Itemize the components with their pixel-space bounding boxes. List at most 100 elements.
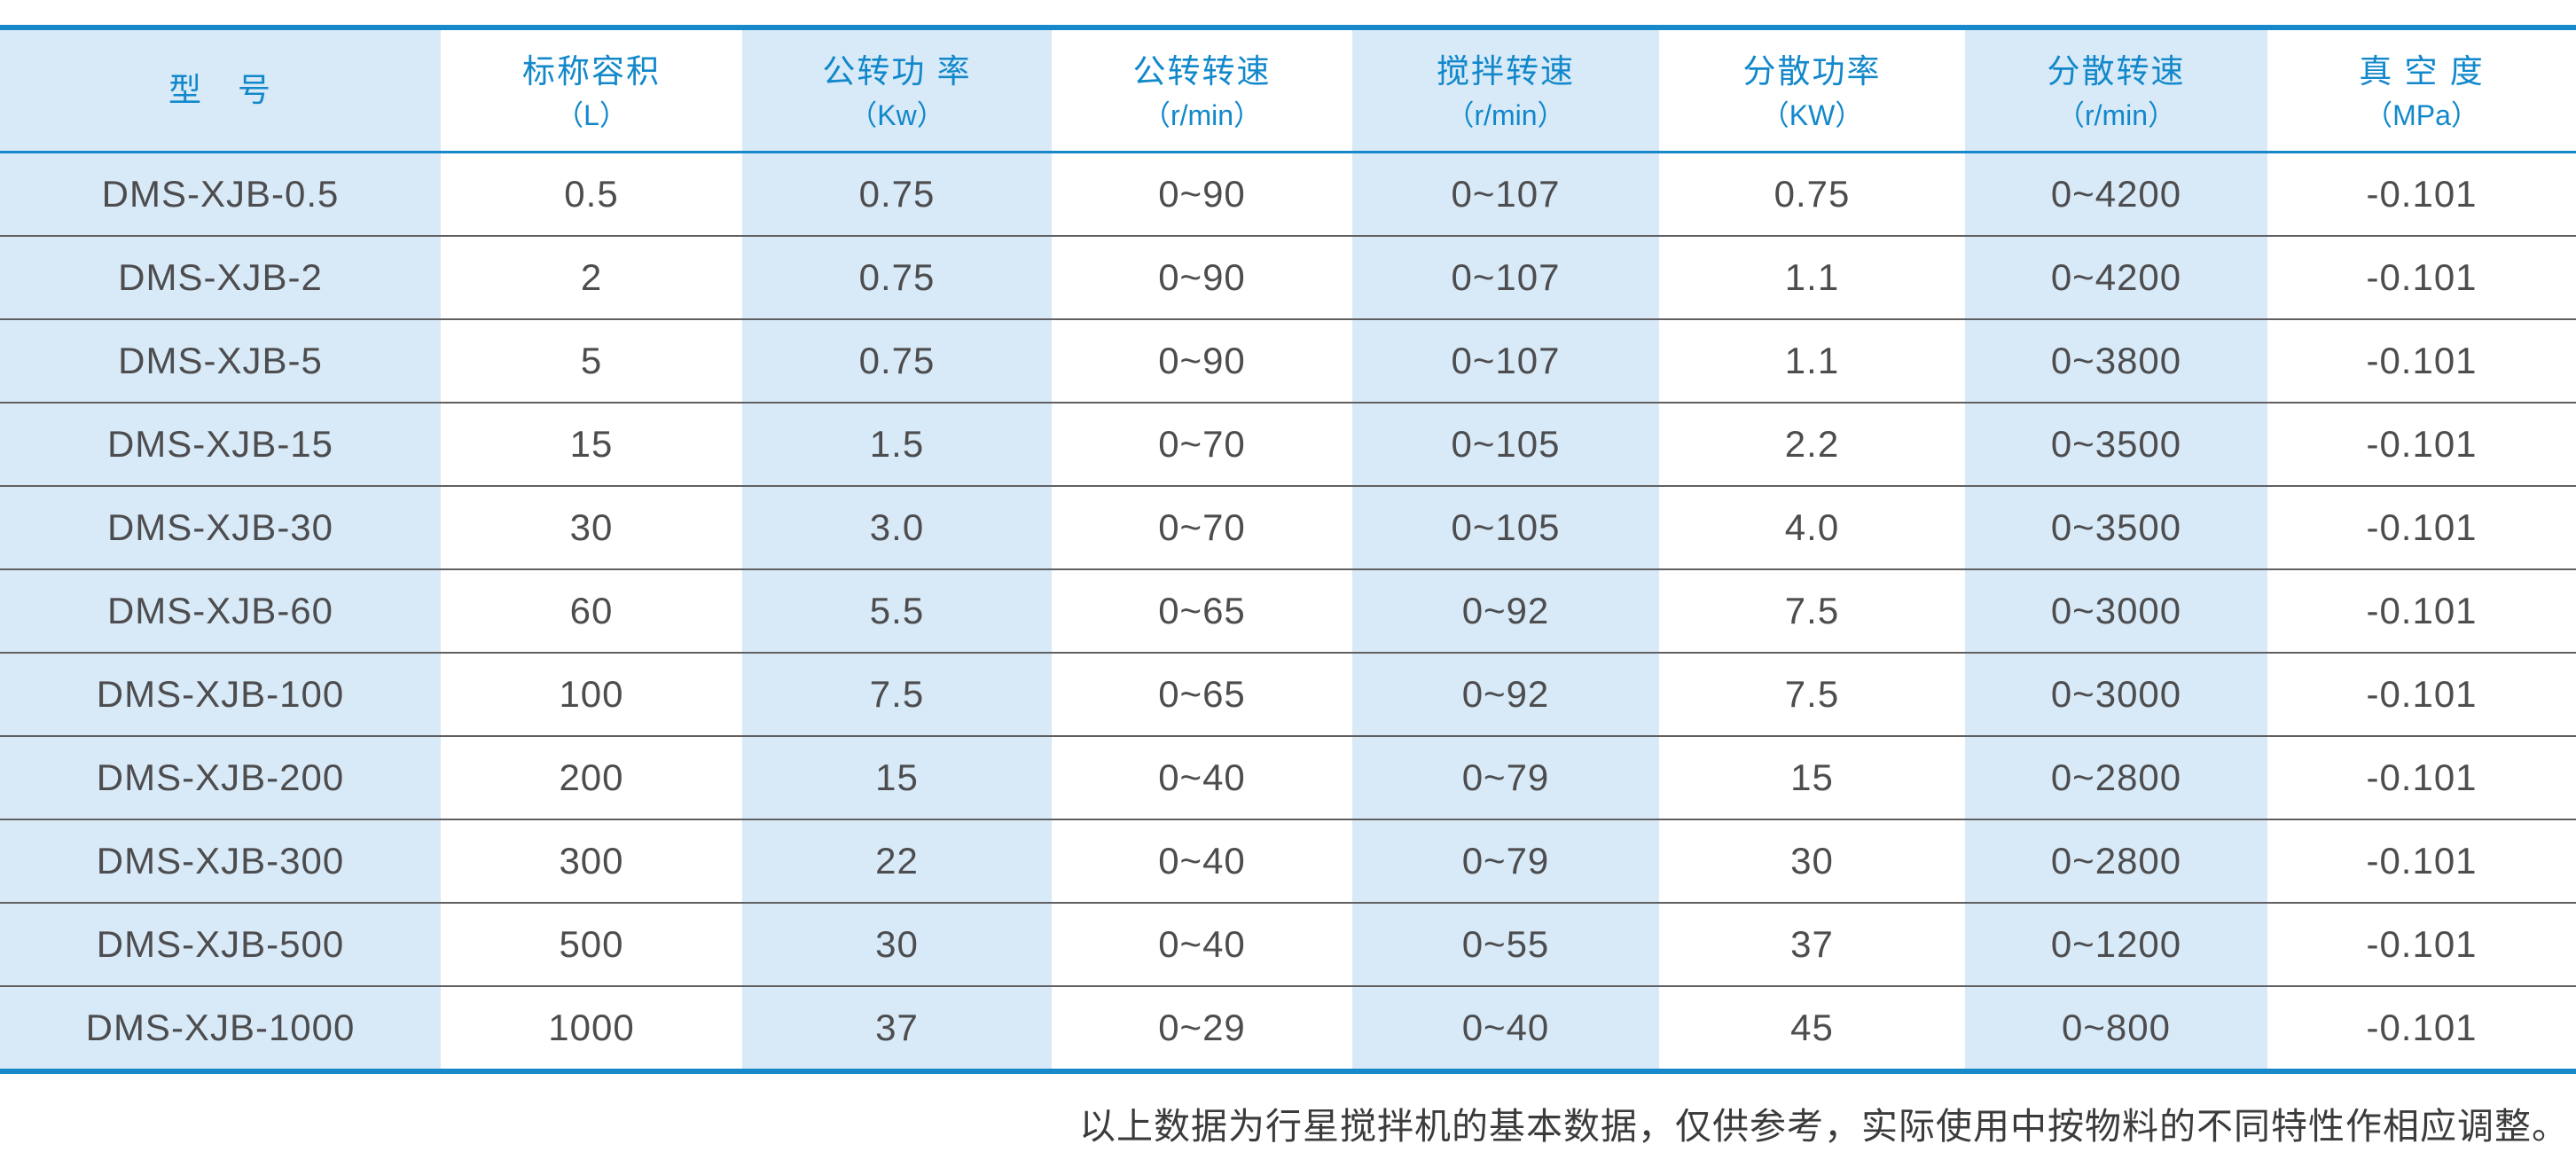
cell-volume: 0.5 — [441, 152, 742, 236]
cell-dispersion-power: 2.2 — [1659, 402, 1965, 486]
cell-stirring-speed: 0~107 — [1352, 235, 1659, 319]
cell-dispersion-power: 45 — [1659, 985, 1965, 1071]
cell-stirring-speed: 0~40 — [1352, 985, 1659, 1071]
cell-dispersion-power: 30 — [1659, 819, 1965, 903]
cell-vacuum: -0.101 — [2267, 985, 2576, 1071]
col-header-revolution-power-unit: （Kw） — [849, 99, 945, 132]
cell-stirring-speed: 0~92 — [1352, 568, 1659, 653]
col-header-revolution-speed-title: 公转转速 — [1132, 52, 1272, 90]
col-header-nominal-volume: 标称容积 （L） — [441, 27, 742, 153]
cell-vacuum: -0.101 — [2267, 235, 2576, 319]
cell-dispersion-speed: 0~800 — [1965, 985, 2267, 1071]
col-header-nominal-volume-title: 标称容积 — [522, 52, 661, 90]
cell-dispersion-speed: 0~1200 — [1965, 902, 2267, 986]
cell-model: DMS-XJB-30 — [0, 485, 441, 569]
cell-stirring-speed: 0~107 — [1352, 152, 1659, 236]
table-row: DMS-XJB-500 500 30 0~40 0~55 37 0~1200 -… — [0, 902, 2576, 986]
cell-dispersion-speed: 0~4200 — [1965, 152, 2267, 236]
col-header-dispersion-power-unit: （KW） — [1760, 99, 1864, 132]
cell-vacuum: -0.101 — [2267, 568, 2576, 653]
cell-stirring-speed: 0~79 — [1352, 735, 1659, 819]
table-row: DMS-XJB-1000 1000 37 0~29 0~40 45 0~800 … — [0, 985, 2576, 1071]
cell-dispersion-power: 37 — [1659, 902, 1965, 986]
cell-revolution-speed: 0~90 — [1052, 235, 1352, 319]
cell-model: DMS-XJB-300 — [0, 819, 441, 903]
cell-volume: 2 — [441, 235, 742, 319]
cell-model: DMS-XJB-500 — [0, 902, 441, 986]
table-row: DMS-XJB-200 200 15 0~40 0~79 15 0~2800 -… — [0, 735, 2576, 819]
col-header-stirring-speed-unit: （r/min） — [1445, 99, 1566, 132]
cell-vacuum: -0.101 — [2267, 485, 2576, 569]
col-header-stirring-speed: 搅拌转速 （r/min） — [1352, 27, 1659, 153]
table-row: DMS-XJB-100 100 7.5 0~65 0~92 7.5 0~3000… — [0, 652, 2576, 736]
cell-model: DMS-XJB-5 — [0, 318, 441, 403]
cell-model: DMS-XJB-15 — [0, 402, 441, 486]
cell-revolution-speed: 0~70 — [1052, 402, 1352, 486]
cell-dispersion-power: 1.1 — [1659, 235, 1965, 319]
col-header-model-title: 型 号 — [168, 72, 272, 109]
cell-revolution-power: 1.5 — [742, 402, 1052, 486]
col-header-dispersion-power-title: 分散功率 — [1742, 52, 1882, 90]
cell-model: DMS-XJB-0.5 — [0, 152, 441, 236]
col-header-model: 型 号 — [0, 27, 441, 153]
cell-vacuum: -0.101 — [2267, 652, 2576, 736]
cell-dispersion-power: 1.1 — [1659, 318, 1965, 403]
cell-volume: 1000 — [441, 985, 742, 1071]
cell-model: DMS-XJB-2 — [0, 235, 441, 319]
cell-model: DMS-XJB-1000 — [0, 985, 441, 1071]
cell-dispersion-speed: 0~4200 — [1965, 235, 2267, 319]
cell-volume: 5 — [441, 318, 742, 403]
cell-vacuum: -0.101 — [2267, 902, 2576, 986]
cell-volume: 300 — [441, 819, 742, 903]
table-row: DMS-XJB-300 300 22 0~40 0~79 30 0~2800 -… — [0, 819, 2576, 903]
cell-dispersion-speed: 0~2800 — [1965, 819, 2267, 903]
spec-table: 型 号 标称容积 （L） 公转功 率 （Kw） 公转转速 （r/min） 搅拌转… — [0, 25, 2576, 1074]
cell-revolution-power: 0.75 — [742, 152, 1052, 236]
table-body: DMS-XJB-0.5 0.5 0.75 0~90 0~107 0.75 0~4… — [0, 152, 2576, 1071]
cell-revolution-speed: 0~40 — [1052, 902, 1352, 986]
cell-volume: 15 — [441, 402, 742, 486]
cell-volume: 500 — [441, 902, 742, 986]
cell-vacuum: -0.101 — [2267, 152, 2576, 236]
cell-revolution-power: 37 — [742, 985, 1052, 1071]
cell-revolution-speed: 0~70 — [1052, 485, 1352, 569]
cell-vacuum: -0.101 — [2267, 735, 2576, 819]
cell-revolution-speed: 0~40 — [1052, 735, 1352, 819]
col-header-dispersion-speed-unit: （r/min） — [2055, 99, 2177, 132]
col-header-nominal-volume-unit: （L） — [555, 99, 628, 132]
col-header-vacuum-degree-title: 真 空 度 — [2359, 52, 2485, 90]
cell-stirring-speed: 0~107 — [1352, 318, 1659, 403]
cell-model: DMS-XJB-100 — [0, 652, 441, 736]
cell-revolution-power: 0.75 — [742, 235, 1052, 319]
cell-revolution-speed: 0~90 — [1052, 318, 1352, 403]
cell-stirring-speed: 0~105 — [1352, 402, 1659, 486]
cell-stirring-speed: 0~105 — [1352, 485, 1659, 569]
cell-dispersion-speed: 0~3000 — [1965, 652, 2267, 736]
table-row: DMS-XJB-2 2 0.75 0~90 0~107 1.1 0~4200 -… — [0, 235, 2576, 319]
col-header-stirring-speed-title: 搅拌转速 — [1437, 52, 1575, 90]
header-row: 型 号 标称容积 （L） 公转功 率 （Kw） 公转转速 （r/min） 搅拌转… — [0, 27, 2576, 153]
table-row: DMS-XJB-60 60 5.5 0~65 0~92 7.5 0~3000 -… — [0, 568, 2576, 653]
cell-revolution-power: 15 — [742, 735, 1052, 819]
table-row: DMS-XJB-5 5 0.75 0~90 0~107 1.1 0~3800 -… — [0, 318, 2576, 403]
table-header: 型 号 标称容积 （L） 公转功 率 （Kw） 公转转速 （r/min） 搅拌转… — [0, 27, 2576, 153]
cell-dispersion-speed: 0~3800 — [1965, 318, 2267, 403]
cell-vacuum: -0.101 — [2267, 819, 2576, 903]
cell-revolution-power: 5.5 — [742, 568, 1052, 653]
cell-volume: 30 — [441, 485, 742, 569]
cell-volume: 100 — [441, 652, 742, 736]
cell-revolution-speed: 0~29 — [1052, 985, 1352, 1071]
cell-revolution-speed: 0~40 — [1052, 819, 1352, 903]
col-header-revolution-power-title: 公转功 率 — [822, 52, 972, 90]
footer-note: 以上数据为行星搅拌机的基本数据，仅供参考，实际使用中按物料的不同特性作相应调整。 — [1079, 1106, 2569, 1147]
col-header-revolution-speed-unit: （r/min） — [1141, 99, 1263, 132]
cell-dispersion-power: 7.5 — [1659, 652, 1965, 736]
cell-stirring-speed: 0~55 — [1352, 902, 1659, 986]
cell-dispersion-speed: 0~3500 — [1965, 402, 2267, 486]
col-header-dispersion-power: 分散功率 （KW） — [1659, 27, 1965, 153]
cell-volume: 60 — [441, 568, 742, 653]
cell-dispersion-speed: 0~3500 — [1965, 485, 2267, 569]
col-header-vacuum-degree-unit: （MPa） — [2364, 99, 2479, 132]
cell-model: DMS-XJB-200 — [0, 735, 441, 819]
